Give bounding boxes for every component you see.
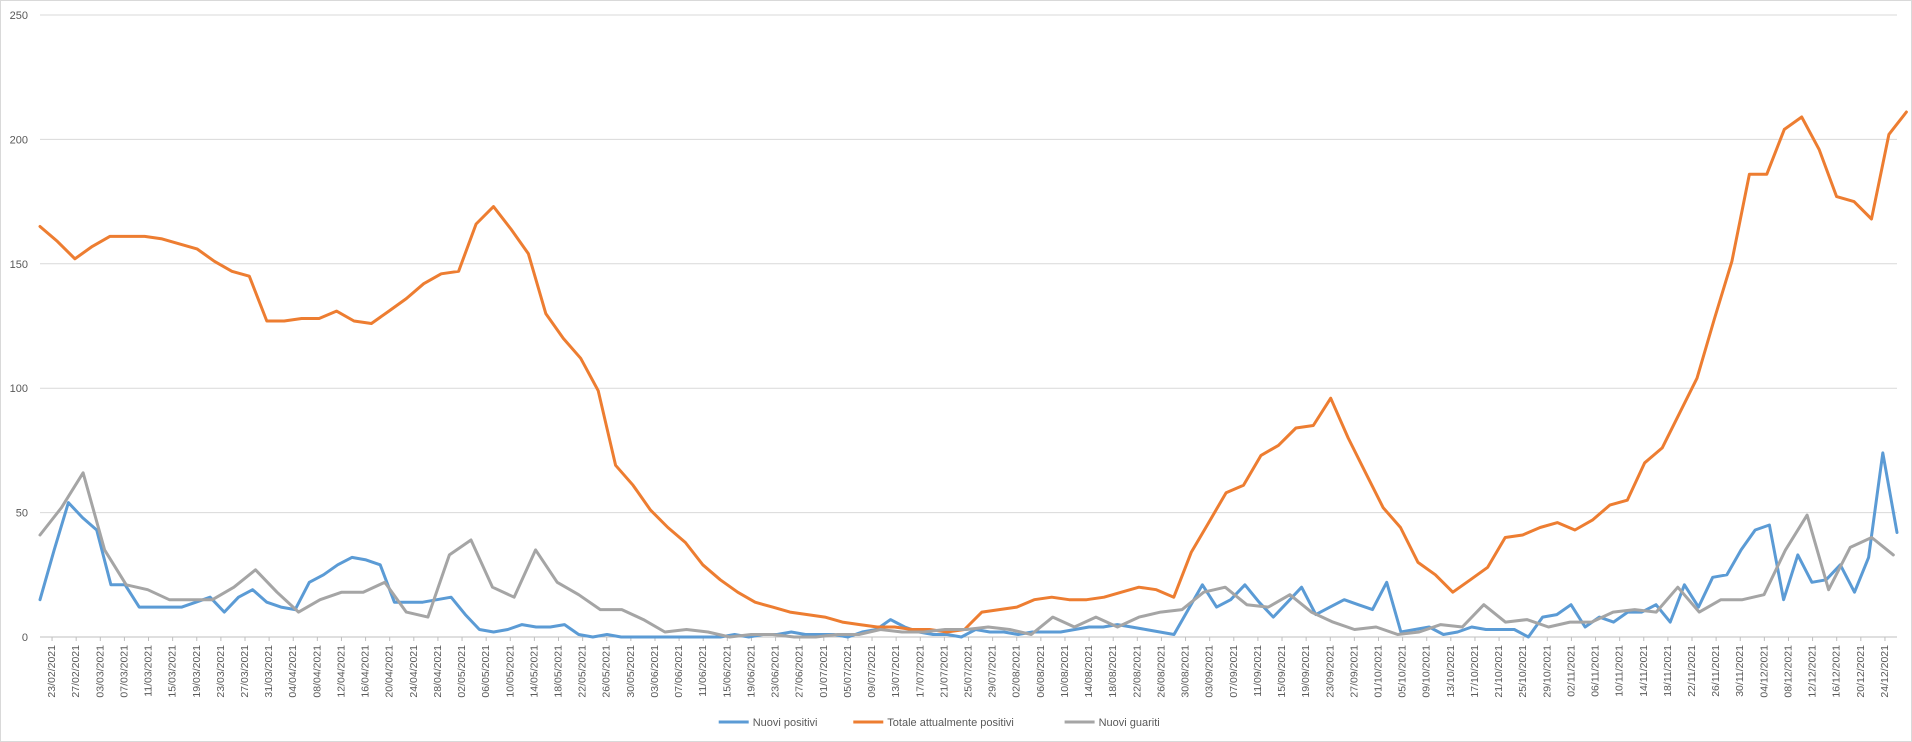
x-tick-label: 08/12/2021 [1782, 645, 1794, 698]
x-tick-label: 10/05/2021 [504, 645, 516, 698]
x-tick-label: 14/05/2021 [528, 645, 540, 698]
x-tick-label: 28/04/2021 [432, 645, 444, 698]
y-tick-label: 0 [22, 632, 28, 644]
x-tick-label: 26/08/2021 [1155, 645, 1167, 698]
x-tick-label: 14/08/2021 [1083, 645, 1095, 698]
x-tick-label: 30/05/2021 [625, 645, 637, 698]
x-tick-label: 19/03/2021 [191, 645, 203, 698]
x-tick-label: 11/06/2021 [697, 645, 709, 697]
x-tick-label: 01/07/2021 [818, 645, 830, 698]
x-tick-label: 17/07/2021 [914, 645, 926, 698]
x-tick-label: 31/03/2021 [263, 645, 275, 698]
legend-label: Nuovi guariti [1099, 717, 1160, 729]
x-tick-label: 06/05/2021 [480, 645, 492, 698]
x-tick-label: 06/11/2021 [1590, 645, 1602, 697]
legend-label: Totale attualmente positivi [887, 717, 1014, 729]
x-tick-label: 01/10/2021 [1372, 645, 1384, 698]
x-tick-label: 23/03/2021 [215, 645, 227, 698]
legend: Nuovi positivi Totale attualmente positiv… [718, 717, 1160, 729]
x-tick-label: 18/05/2021 [553, 645, 565, 698]
x-tick-label: 03/09/2021 [1204, 645, 1216, 698]
x-tick-label: 04/04/2021 [287, 645, 299, 698]
x-tick-label: 24/12/2021 [1879, 645, 1891, 698]
x-tick-label: 22/11/2021 [1686, 645, 1698, 697]
x-tick-label: 18/08/2021 [1107, 645, 1119, 698]
series-lines [38, 110, 1908, 639]
x-tick-label: 25/10/2021 [1517, 645, 1529, 698]
x-tick-label: 27/03/2021 [239, 645, 251, 698]
x-tick-label: 12/12/2021 [1807, 645, 1819, 698]
x-tick-label: 29/07/2021 [987, 645, 999, 698]
x-tick-label: 05/10/2021 [1397, 645, 1409, 698]
x-tick-label: 29/10/2021 [1541, 645, 1553, 698]
x-tick-label: 21/07/2021 [938, 645, 950, 698]
x-tick-label: 07/09/2021 [1228, 645, 1240, 698]
x-tick-label: 23/06/2021 [770, 645, 782, 698]
x-tick-label: 09/07/2021 [866, 645, 878, 698]
x-axis-ticks: 23/02/2021 27/02/2021 03/03/2021 07/03/2021… [46, 637, 1891, 698]
x-tick-label: 02/05/2021 [456, 645, 468, 698]
y-tick-label: 50 [16, 508, 28, 520]
y-tick-label: 200 [10, 134, 28, 146]
x-tick-label: 16/04/2021 [360, 645, 372, 698]
x-tick-label: 24/04/2021 [408, 645, 420, 698]
x-tick-label: 17/10/2021 [1469, 645, 1481, 698]
x-tick-label: 03/06/2021 [649, 645, 661, 698]
x-tick-label: 09/10/2021 [1421, 645, 1433, 698]
x-tick-label: 11/03/2021 [143, 645, 155, 697]
x-tick-label: 07/03/2021 [118, 645, 130, 698]
x-tick-label: 30/08/2021 [1180, 645, 1192, 698]
x-tick-label: 11/09/2021 [1252, 645, 1264, 697]
x-tick-label: 13/10/2021 [1445, 645, 1457, 698]
x-tick-label: 05/07/2021 [842, 645, 854, 698]
y-tick-label: 150 [10, 259, 28, 271]
x-tick-label: 26/05/2021 [601, 645, 613, 698]
x-tick-label: 27/09/2021 [1348, 645, 1360, 698]
x-tick-label: 19/06/2021 [745, 645, 757, 698]
x-tick-label: 23/09/2021 [1324, 645, 1336, 698]
x-tick-label: 13/07/2021 [890, 645, 902, 698]
x-tick-label: 02/11/2021 [1565, 645, 1577, 697]
x-tick-label: 23/02/2021 [46, 645, 58, 698]
x-tick-label: 18/11/2021 [1662, 645, 1674, 697]
gridlines [40, 14, 1897, 638]
legend-label: Nuovi positivi [753, 717, 818, 729]
series-line-1 [38, 451, 1899, 639]
x-tick-label: 16/12/2021 [1831, 645, 1843, 698]
x-tick-label: 27/06/2021 [794, 645, 806, 698]
x-tick-label: 21/10/2021 [1493, 645, 1505, 698]
x-tick-label: 15/06/2021 [721, 645, 733, 698]
x-tick-label: 20/04/2021 [384, 645, 396, 698]
x-tick-label: 15/09/2021 [1276, 645, 1288, 698]
x-tick-label: 22/08/2021 [1131, 645, 1143, 698]
x-tick-label: 19/09/2021 [1300, 645, 1312, 698]
x-tick-label: 02/08/2021 [1011, 645, 1023, 698]
x-tick-label: 30/11/2021 [1734, 645, 1746, 697]
x-tick-label: 27/02/2021 [70, 645, 82, 698]
x-tick-label: 14/11/2021 [1638, 645, 1650, 697]
x-tick-label: 07/06/2021 [673, 645, 685, 698]
series-line-3 [38, 471, 1895, 639]
y-tick-label: 100 [10, 383, 28, 395]
x-tick-label: 12/04/2021 [335, 645, 347, 698]
x-tick-label: 20/12/2021 [1855, 645, 1867, 698]
x-tick-label: 26/11/2021 [1710, 645, 1722, 697]
x-tick-label: 10/08/2021 [1059, 645, 1071, 698]
series-line-2 [38, 110, 1908, 634]
y-axis-ticks: 0 50 100 150 200 250 [10, 10, 28, 644]
x-tick-label: 08/04/2021 [311, 645, 323, 698]
x-tick-label: 03/03/2021 [94, 645, 106, 698]
x-tick-label: 06/08/2021 [1035, 645, 1047, 698]
x-tick-label: 22/05/2021 [577, 645, 589, 698]
x-tick-label: 10/11/2021 [1614, 645, 1626, 697]
y-tick-label: 250 [10, 10, 28, 22]
x-tick-label: 04/12/2021 [1758, 645, 1770, 698]
x-tick-label: 25/07/2021 [963, 645, 975, 698]
x-tick-label: 15/03/2021 [167, 645, 179, 698]
